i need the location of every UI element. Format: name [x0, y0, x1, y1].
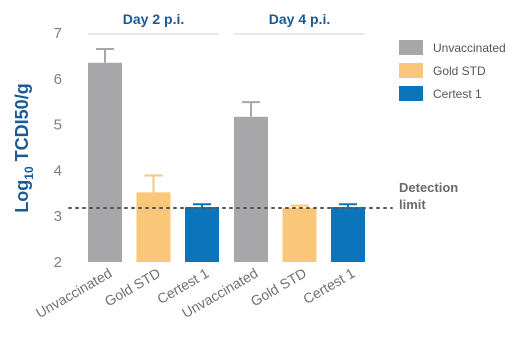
y-tick-label: 2 — [54, 254, 62, 271]
detection-limit-label-line2: limit — [399, 197, 426, 212]
bar-certest-1 — [331, 207, 365, 262]
y-tick-label: 4 — [54, 162, 62, 179]
legend-swatch — [399, 40, 423, 55]
group-header-label: Day 4 p.i. — [269, 11, 330, 27]
category-label: Unvaccinated — [33, 265, 114, 321]
category-label: Gold STD — [102, 265, 163, 310]
bar-unvaccinated — [234, 116, 268, 263]
y-tick-label: 3 — [54, 208, 62, 225]
bar-gold-std — [136, 192, 171, 262]
legend-label: Certest 1 — [433, 87, 482, 101]
y-tick-label: 7 — [54, 25, 62, 42]
y-axis-label: Log10 TCDI50/g — [12, 83, 36, 212]
detection-limit-label-line1: Detection — [399, 180, 458, 195]
legend-swatch — [399, 63, 423, 78]
y-tick-label: 5 — [54, 117, 62, 134]
category-label: Certest 1 — [300, 265, 357, 307]
bar-unvaccinated — [88, 62, 122, 262]
legend-label: Unvaccinated — [433, 41, 506, 55]
bar-gold-std — [282, 207, 317, 262]
bar-certest-1 — [185, 207, 219, 262]
legend: Unvaccinated Gold STD Certest 1 — [399, 40, 506, 101]
legend-label: Gold STD — [433, 64, 486, 78]
category-label: Gold STD — [248, 265, 309, 310]
y-axis: 2 3 4 5 6 7 — [54, 25, 62, 271]
legend-swatch — [399, 86, 423, 101]
y-tick-label: 6 — [54, 71, 62, 88]
group-header-label: Day 2 p.i. — [123, 11, 184, 27]
group-headers: Day 2 p.i. Day 4 p.i. — [88, 11, 365, 35]
bars — [88, 48, 365, 263]
